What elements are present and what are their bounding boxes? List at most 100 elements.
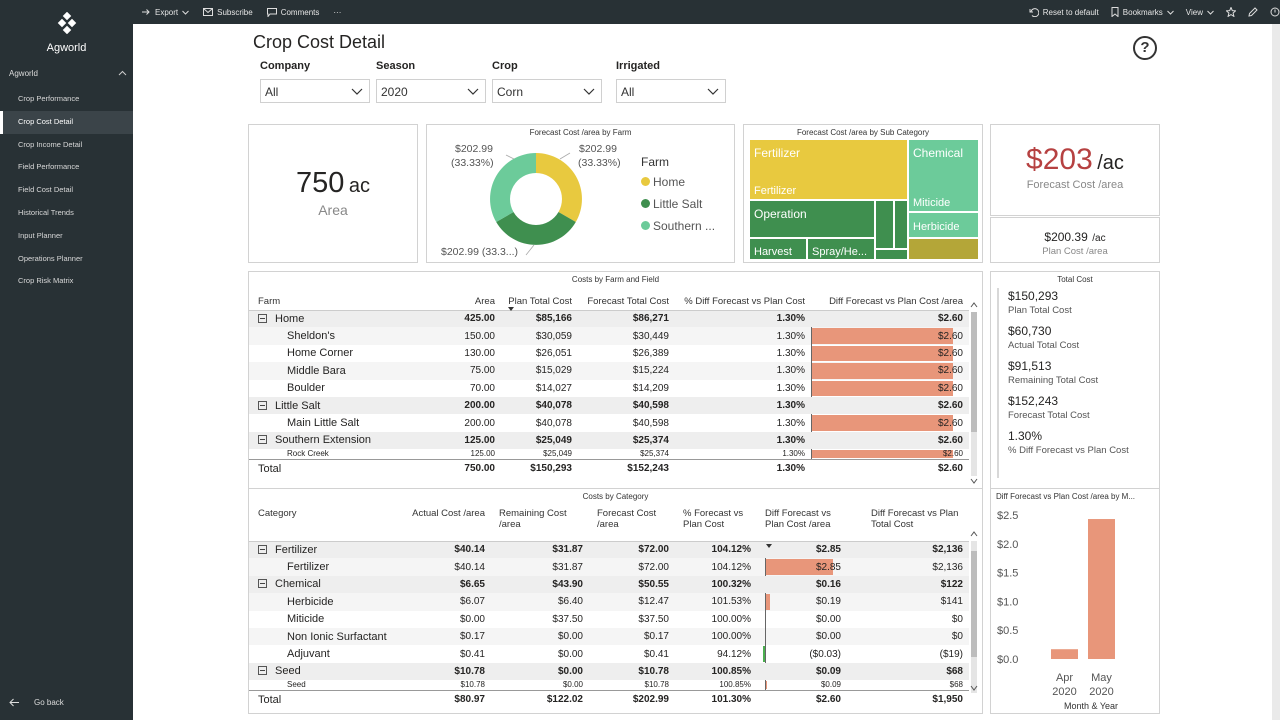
collapse-icon[interactable] — [258, 544, 267, 554]
donut-chart-card[interactable]: Forecast Cost /area by Farm $202.99 (33.… — [426, 124, 735, 263]
farm-table-scrollbar[interactable] — [971, 312, 977, 476]
cat-header-pct[interactable]: % Forecast vs Plan Cost — [675, 501, 757, 542]
treemap-cell-seed[interactable] — [908, 238, 979, 260]
slicer-irrigated-dropdown[interactable]: All — [616, 79, 726, 103]
refresh-icon[interactable] — [1270, 7, 1280, 17]
help-icon[interactable]: ? — [1133, 36, 1157, 60]
treemap-cell-chemical[interactable]: Chemical Miticide — [908, 139, 979, 212]
donut-slice-southern[interactable] — [490, 153, 536, 222]
collapse-icon[interactable] — [258, 313, 267, 323]
collapse-icon[interactable] — [258, 400, 267, 410]
area-card[interactable]: 750 ac Area — [248, 124, 418, 263]
farm-header-farm[interactable]: Farm — [249, 284, 445, 311]
nav-item-input-planner[interactable]: Input Planner — [18, 230, 63, 240]
chevron-down-icon[interactable] — [970, 685, 978, 691]
chevron-up-icon[interactable] — [970, 302, 978, 308]
more-options-button[interactable]: ··· — [333, 7, 342, 17]
table-row[interactable]: Herbicide $6.07 $6.40 $12.47 101.53% $0.19 $14… — [249, 593, 969, 611]
chevron-up-icon[interactable] — [970, 531, 978, 537]
farm-header-diff[interactable]: Diff Forecast vs Plan Cost /area — [811, 284, 969, 311]
nav-item-field-cost-detail[interactable]: Field Cost Detail — [18, 185, 74, 195]
farm-table-card[interactable]: Costs by Farm and Field Farm Area Plan T… — [248, 271, 983, 504]
legend-item-little-salt[interactable]: Little Salt — [641, 197, 715, 211]
donut-slice-home[interactable] — [536, 153, 582, 222]
nav-item-crop-cost-detail[interactable]: Crop Cost Detail — [0, 110, 133, 134]
comments-button[interactable]: Comments — [266, 7, 319, 17]
table-row[interactable]: Southern Extension 125.00 $25,049 $25,374 1.… — [249, 431, 969, 450]
table-row[interactable]: Middle Bara 75.00 $15,029 $15,224 1.30% $2.60 — [249, 362, 969, 380]
category-table-card[interactable]: Costs by Category Category Actual Cost /… — [248, 488, 983, 714]
legend-item-home[interactable]: Home — [641, 175, 715, 189]
table-row[interactable]: Home 425.00 $85,166 $86,271 1.30% $2.60 — [249, 310, 969, 328]
cat-header-total[interactable]: Diff Forecast vs Plan Total Cost — [847, 501, 969, 542]
plan-cost-card[interactable]: $200.39 /ac Plan Cost /area — [990, 217, 1160, 263]
slicer-season-dropdown[interactable]: 2020 — [376, 79, 486, 103]
slicer-crop-dropdown[interactable]: Corn — [492, 79, 602, 103]
bookmarks-button[interactable]: Bookmarks — [1111, 7, 1174, 17]
farm-header-forecast[interactable]: Forecast Total Cost — [578, 284, 675, 311]
treemap-cell-fertilizer[interactable]: Fertilizer Fertilizer — [749, 139, 908, 200]
table-row[interactable]: Boulder 70.00 $14,027 $14,209 1.30% $2.60 — [249, 379, 969, 397]
edit-icon[interactable] — [1248, 7, 1258, 17]
table-row[interactable]: Sheldon's 150.00 $30,059 $30,449 1.30% $2.60 — [249, 327, 969, 345]
category-table-scrollbar[interactable] — [971, 541, 977, 693]
cat-header-forecast[interactable]: Forecast Cost /area — [589, 501, 675, 542]
nav-item-historical-trends[interactable]: Historical Trends — [18, 207, 74, 217]
table-row[interactable]: Chemical $6.65 $43.90 $50.55 100.32% $0.16 $12… — [249, 575, 969, 594]
table-row[interactable]: Rock Creek 125.00 $25,049 $25,374 1.30% $2.60 — [249, 449, 969, 460]
table-row[interactable]: Fertilizer $40.14 $31.87 $72.00 104.12% $2.85… — [249, 558, 969, 576]
farm-header-pct[interactable]: % Diff Forecast vs Plan Cost — [675, 284, 811, 311]
bar-may-2020[interactable] — [1088, 519, 1115, 659]
table-row[interactable]: Seed $10.78 $0.00 $10.78 100.85% $0.09 $68 — [249, 662, 969, 681]
nav-item-operations-planner[interactable]: Operations Planner — [18, 253, 83, 263]
table-row[interactable]: Home Corner 130.00 $26,051 $26,389 1.30% $2.6… — [249, 344, 969, 363]
farm-header-plan[interactable]: Plan Total Cost — [501, 284, 578, 311]
slicer-company-dropdown[interactable]: All — [260, 79, 370, 103]
scrollbar-thumb[interactable] — [971, 312, 977, 432]
subscribe-button[interactable]: Subscribe — [203, 8, 253, 17]
treemap-cell-operation-4[interactable] — [875, 249, 908, 260]
star-icon[interactable] — [1226, 7, 1236, 17]
table-row[interactable]: Adjuvant $0.41 $0.00 $0.41 94.12% ($0.03) ($19… — [249, 645, 969, 663]
chevron-down-icon[interactable] — [970, 478, 978, 484]
treemap-cell-spray[interactable]: Spray/He... — [807, 238, 875, 260]
collapse-icon[interactable] — [258, 579, 267, 589]
table-row[interactable]: Main Little Salt 200.00 $40,078 $40,598 1.30… — [249, 414, 969, 432]
treemap-cell-operation-3[interactable] — [894, 200, 908, 249]
table-row[interactable]: Fertilizer $40.14 $31.87 $72.00 104.12% $2.85… — [249, 541, 969, 559]
cat-header-category[interactable]: Category — [249, 501, 403, 542]
bar-apr-2020[interactable] — [1051, 649, 1078, 659]
view-button[interactable]: View — [1186, 8, 1214, 17]
collapse-icon[interactable] — [258, 666, 267, 676]
farm-header-area[interactable]: Area — [445, 284, 501, 311]
nav-item-crop-risk-matrix[interactable]: Crop Risk Matrix — [18, 276, 74, 286]
treemap-cell-harvest[interactable]: Harvest — [749, 238, 807, 260]
cat-header-diff[interactable]: Diff Forecast vs Plan Cost /area — [757, 501, 847, 542]
treemap-cell-operation[interactable]: Operation — [749, 200, 875, 238]
total-cost-card[interactable]: Total Cost $150,293 Plan Total Cost $60,7… — [990, 271, 1160, 504]
table-row[interactable]: Non Ionic Surfactant $0.17 $0.00 $0.17 100.0… — [249, 627, 969, 646]
cat-header-actual[interactable]: Actual Cost /area — [403, 501, 491, 542]
bar-chart-card[interactable]: Diff Forecast vs Plan Cost /area by M...… — [990, 488, 1160, 714]
donut-slice-little-salt[interactable] — [496, 212, 576, 245]
cat-header-remaining[interactable]: Remaining Cost /area — [491, 501, 589, 542]
nav-item-crop-income-detail[interactable]: Crop Income Detail — [18, 139, 83, 149]
app-logo[interactable]: Agworld — [0, 11, 133, 54]
export-button[interactable]: Export — [141, 8, 189, 17]
collapse-icon[interactable] — [258, 435, 267, 445]
table-row[interactable]: Little Salt 200.00 $40,078 $40,598 1.30% $2.6… — [249, 396, 969, 415]
scrollbar-thumb[interactable] — [971, 551, 977, 657]
treemap-cell-herbicide[interactable]: Herbicide — [908, 212, 979, 238]
forecast-cost-card[interactable]: $203 /ac Forecast Cost /area — [990, 124, 1160, 216]
go-back-button[interactable]: Go back — [9, 698, 64, 707]
nav-item-field-performance[interactable]: Field Performance — [18, 162, 80, 172]
legend-item-southern[interactable]: Southern ... — [641, 219, 715, 233]
table-total-row[interactable]: Total 750.00 $150,293 $152,243 1.30% $2.60 — [249, 459, 969, 478]
table-total-row[interactable]: Total $80.97 $122.02 $202.99 101.30% $2.60 $1,… — [249, 690, 969, 709]
treemap-cell-operation-2[interactable] — [875, 200, 894, 249]
reset-to-default-button[interactable]: Reset to default — [1029, 8, 1099, 17]
table-row[interactable]: Miticide $0.00 $37.50 $37.50 100.00% $0.00 $0 — [249, 610, 969, 628]
nav-section-header[interactable]: Agworld — [9, 69, 127, 78]
table-row[interactable]: Seed $10.78 $0.00 $10.78 100.85% $0.09 $68 — [249, 680, 969, 691]
nav-item-crop-performance[interactable]: Crop Performance — [18, 94, 80, 103]
